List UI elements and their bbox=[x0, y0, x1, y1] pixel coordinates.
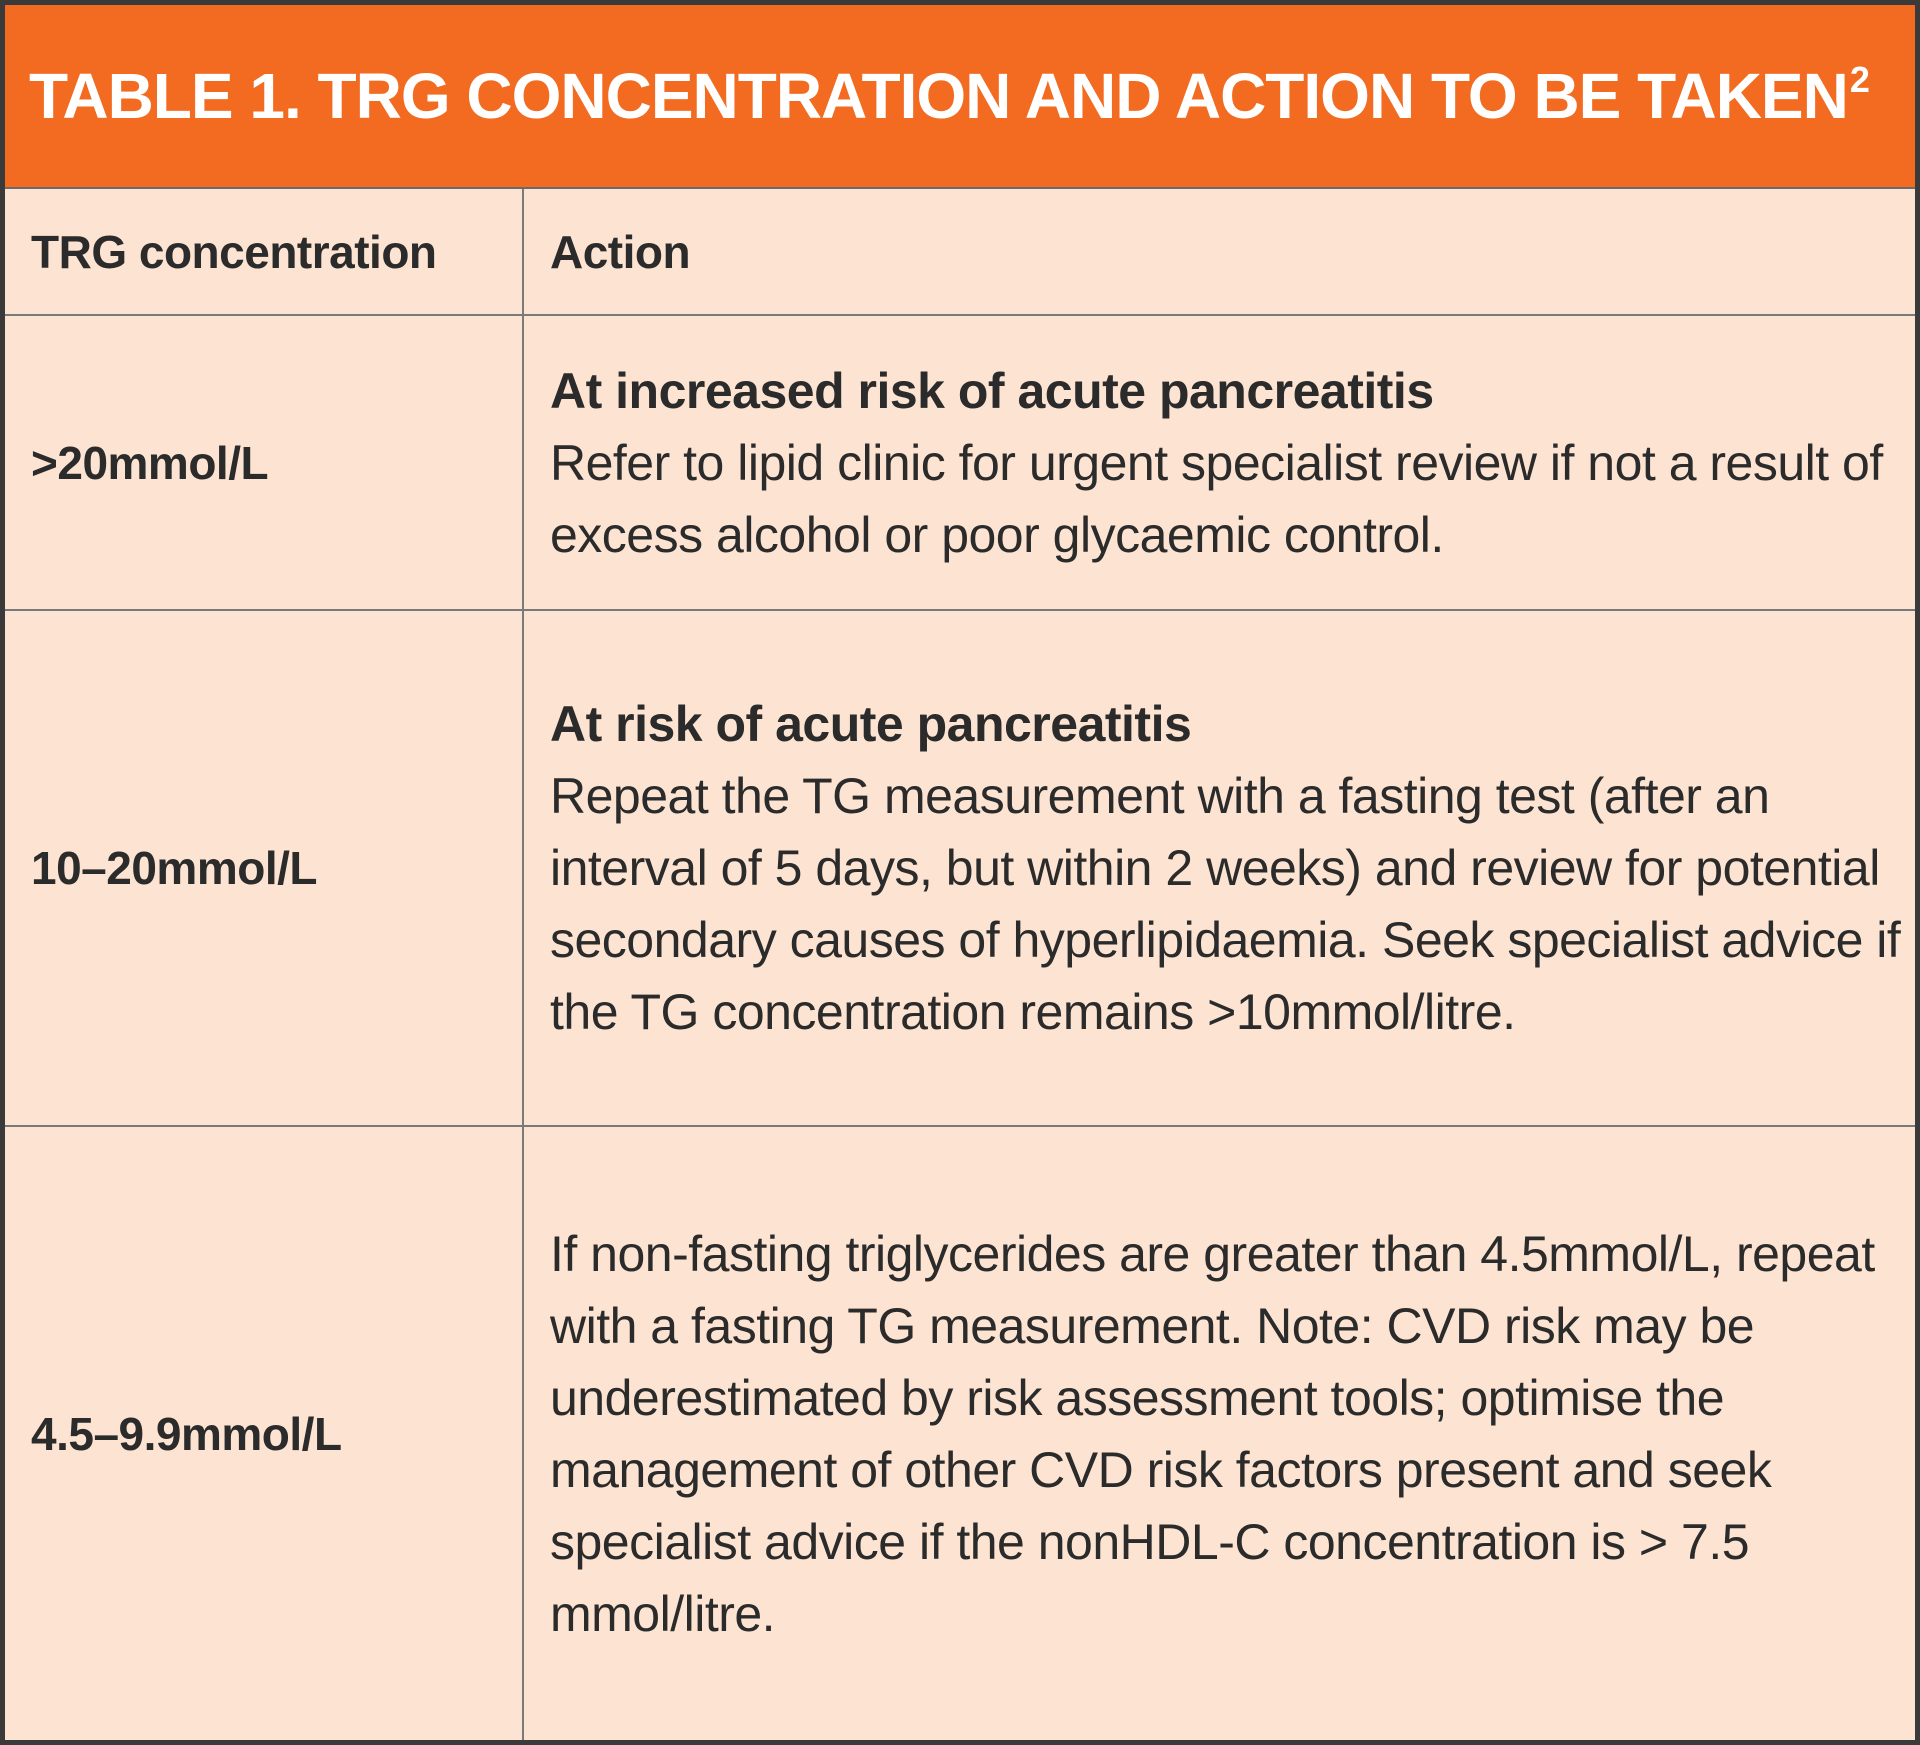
action-body: Repeat the TG measurement with a fasting… bbox=[550, 768, 1901, 1040]
action-body: If non-fasting triglycerides are greater… bbox=[550, 1225, 1875, 1642]
action-heading: At increased risk of acute pancreatitis bbox=[550, 362, 1434, 419]
concentration-cell: 10–20mmol/L bbox=[5, 611, 524, 1125]
concentration-cell: >20mmol/L bbox=[5, 316, 524, 609]
concentration-cell: 4.5–9.9mmol/L bbox=[5, 1127, 524, 1740]
action-heading: At risk of acute pancreatitis bbox=[550, 696, 1192, 752]
table-header-row: TRG concentration Action bbox=[5, 189, 1915, 316]
column-header-concentration: TRG concentration bbox=[5, 189, 524, 314]
table-title-bar: TABLE 1. TRG CONCENTRATION AND ACTION TO… bbox=[5, 5, 1915, 189]
title-reference-superscript: 2 bbox=[1849, 59, 1870, 100]
table-title-text: TABLE 1. TRG CONCENTRATION AND ACTION TO… bbox=[29, 60, 1849, 132]
table-title: TABLE 1. TRG CONCENTRATION AND ACTION TO… bbox=[29, 59, 1870, 133]
action-cell: At increased risk of acute pancreatitis … bbox=[524, 316, 1915, 609]
action-body: Refer to lipid clinic for urgent special… bbox=[550, 434, 1883, 563]
action-cell: If non-fasting triglycerides are greater… bbox=[524, 1127, 1915, 1740]
table-row: >20mmol/L At increased risk of acute pan… bbox=[5, 316, 1915, 611]
table-row: 4.5–9.9mmol/L If non-fasting triglycerid… bbox=[5, 1127, 1915, 1740]
action-cell: At risk of acute pancreatitis Repeat the… bbox=[524, 611, 1915, 1125]
column-header-action: Action bbox=[550, 225, 691, 278]
table-row: 10–20mmol/L At risk of acute pancreatiti… bbox=[5, 611, 1915, 1127]
